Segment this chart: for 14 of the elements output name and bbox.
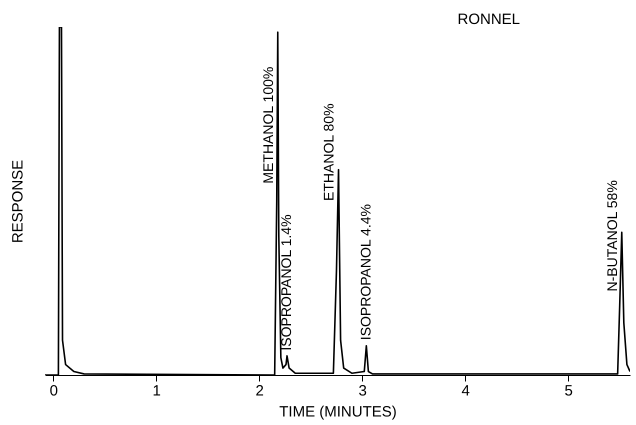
annotation: ISOPROPANOL 1.4%	[278, 214, 294, 351]
x-tick-label: 1	[152, 382, 161, 400]
y-axis-title: RESPONSE	[10, 160, 26, 244]
annotation: ISOPROPANOL 4.4%	[357, 204, 374, 340]
x-tick-label: 2	[256, 382, 264, 400]
x-tick-label: 4	[462, 382, 470, 400]
x-tick-label: 3	[358, 382, 367, 400]
chart-title: RONNEL	[457, 11, 520, 28]
annotation: N-BUTANOL 58%	[604, 180, 620, 292]
x-tick-label: 5	[564, 382, 573, 400]
x-axis-title: TIME (MINUTES)	[279, 404, 397, 420]
x-tick-label: 0	[50, 382, 58, 400]
annotation: ETHANOL 80%	[320, 103, 337, 201]
annotation: METHANOL 100%	[260, 66, 276, 184]
